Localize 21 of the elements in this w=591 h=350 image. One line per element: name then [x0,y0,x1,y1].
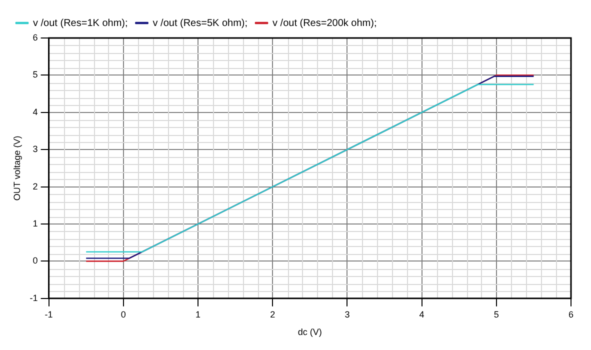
y-tick-label: 5 [32,70,38,80]
y-tick-label: -1 [30,292,38,303]
x-tick-label: 5 [494,309,499,320]
x-tick-label: 4 [419,309,424,320]
y-axis-title: OUT voltage (V) [12,136,22,201]
y-tick-label: 1 [32,218,38,228]
x-tick-label: 6 [568,309,574,320]
y-tick-label: 0 [32,256,38,266]
x-tick-label: 2 [270,309,276,320]
x-tick-label: 0 [120,309,126,320]
legend-label: v /out (Res=1K ohm); [33,18,128,29]
y-tick-label: 2 [32,181,38,192]
y-tick-label: 4 [32,106,38,117]
x-tick-label: 1 [195,309,201,320]
y-tick-label: 3 [32,144,38,154]
y-tick-label: 6 [32,32,38,42]
legend-label: v /out (Res=5K ohm); [152,18,248,29]
x-tick-label: 3 [344,309,350,320]
x-axis-title: dc (V) [298,327,322,338]
legend-label: v /out (Res=200k ohm); [272,18,377,29]
x-tick-label: -1 [44,309,53,320]
